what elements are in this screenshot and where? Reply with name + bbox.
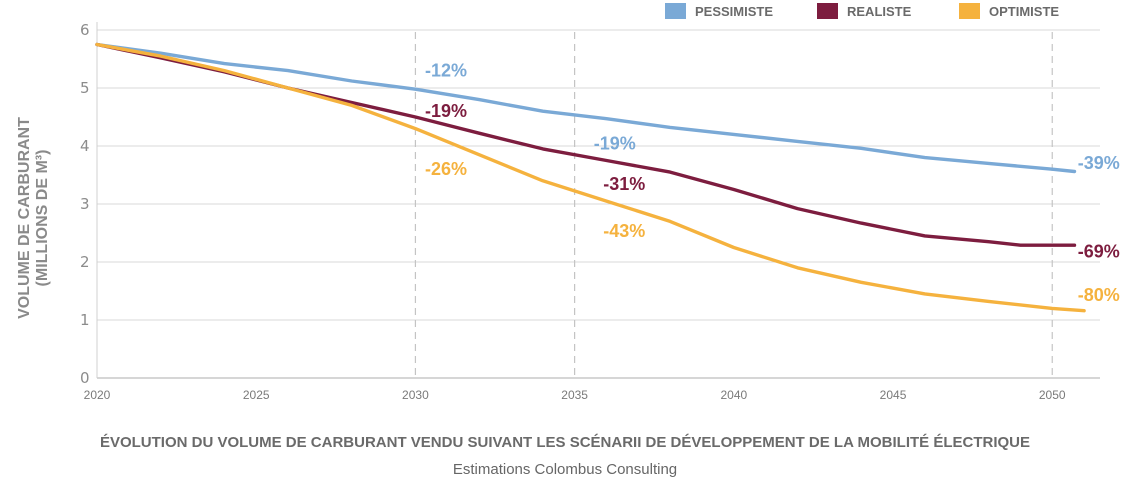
series-line-optimiste	[95, 42, 1086, 313]
legend-swatch-pessimiste	[665, 3, 686, 19]
y-tick-label: 6	[80, 21, 90, 39]
chart-subtitle: Estimations Colombus Consulting	[453, 461, 677, 478]
annotation-label: -31%	[603, 174, 645, 194]
legend-label: PESSIMISTE	[695, 4, 773, 19]
x-tick-label: 2030	[402, 388, 429, 402]
annotation-label: -26%	[425, 159, 467, 179]
x-tick-label: 2035	[561, 388, 588, 402]
legend-swatch-optimiste	[959, 3, 980, 19]
y-tick-label: 5	[80, 79, 90, 97]
annotation-label: -19%	[425, 101, 467, 121]
legend-swatch-realiste	[817, 3, 838, 19]
annotation-label: -43%	[603, 221, 645, 241]
x-tick-label: 2040	[720, 388, 747, 402]
annotation-label: -12%	[425, 60, 467, 80]
y-tick-label: 1	[80, 311, 90, 329]
legend-label: OPTIMISTE	[989, 4, 1059, 19]
y-tick-label: 4	[80, 137, 90, 155]
y-axis-label-line1: VOLUME DE CARBURANT	[16, 117, 33, 319]
annotation-label: -19%	[594, 133, 636, 153]
x-tick-label: 2050	[1039, 388, 1066, 402]
x-tick-label: 2045	[880, 388, 907, 402]
legend-label: REALISTE	[847, 4, 912, 19]
y-tick-label: 0	[80, 369, 90, 387]
axes: 0 1 2 3 4 5 6 2020 2025 2030 2035 2040 2045 2050	[80, 21, 1100, 402]
annotations: -12% -19% -26% -19% -31% -43% -39% -69% -80%	[425, 60, 1120, 304]
x-tick-label: 2025	[243, 388, 270, 402]
annotation-label: -39%	[1078, 153, 1120, 173]
series-lines	[95, 42, 1086, 313]
y-axis-label-line2: (MILLIONS DE M³)	[34, 150, 51, 287]
y-tick-label: 3	[80, 195, 90, 213]
grid-lines	[97, 29, 1100, 321]
annotation-label: -80%	[1078, 285, 1120, 305]
legend: PESSIMISTE REALISTE OPTIMISTE	[665, 3, 1059, 19]
series-line-pessimiste	[95, 42, 1077, 174]
y-tick-label: 2	[80, 253, 90, 271]
reference-lines	[414, 32, 1053, 378]
chart-title: ÉVOLUTION DU VOLUME DE CARBURANT VENDU S…	[100, 434, 1030, 451]
x-tick-label: 2020	[84, 388, 111, 402]
annotation-label: -69%	[1078, 241, 1120, 261]
